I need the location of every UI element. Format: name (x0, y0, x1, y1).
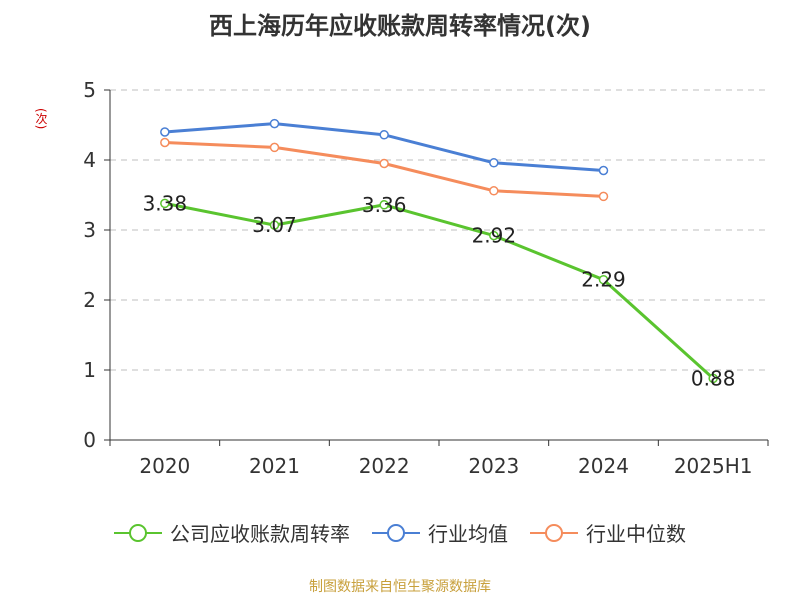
data-point (269, 118, 280, 129)
y-tick-label: 1 (83, 358, 96, 382)
legend-swatch-icon (530, 523, 578, 543)
data-point (489, 230, 499, 241)
legend-label: 公司应收账款周转率 (170, 522, 350, 546)
data-point (379, 200, 389, 210)
series-group: 3.38 3.07 3.36 2.92 2.29 0.88 (143, 118, 736, 390)
y-tick-label: 0 (83, 428, 96, 452)
data-point (598, 165, 609, 176)
data-label: 2.92 (472, 224, 517, 248)
data-label: 3.36 (362, 193, 407, 217)
y-tick-label: 3 (83, 218, 96, 242)
data-source: 制图数据来自恒生聚源数据库 (309, 579, 491, 595)
legend-item[interactable]: 公司应收账款周转率 (114, 518, 350, 547)
data-point (598, 274, 609, 285)
series-line (164, 201, 715, 380)
data-point (489, 186, 499, 196)
data-point (160, 198, 170, 209)
x-tick-label: 2023 (468, 454, 519, 478)
series-1 (160, 118, 609, 176)
chart-title: 西上海历年应收账款周转率情况(次) (209, 12, 591, 40)
legend-item[interactable]: 行业均值 (372, 518, 508, 547)
data-label: 3.38 (143, 191, 188, 215)
data-label: 3.07 (252, 213, 297, 237)
data-point (379, 130, 389, 140)
x-tick-label: 2020 (139, 454, 190, 478)
data-label: 0.88 (691, 366, 736, 390)
y-tick-label: 4 (83, 148, 96, 172)
axes: 0 1 2 3 4 5 2020 2021 2022 2023 2024 2025H1 (83, 78, 769, 478)
legend-label: 行业均值 (428, 522, 508, 546)
x-tick-label: 2021 (249, 454, 300, 478)
data-point (598, 191, 609, 202)
y-axis-label: (次) (34, 108, 48, 130)
legend-label: 行业中位数 (586, 522, 686, 546)
data-point (269, 220, 280, 230)
grid-lines (110, 89, 768, 371)
x-tick-label: 2022 (359, 454, 410, 478)
data-point (269, 142, 280, 153)
series-2 (160, 137, 609, 202)
data-point (708, 373, 718, 384)
y-tick-label: 5 (83, 78, 96, 102)
legend-item[interactable]: 行业中位数 (530, 518, 686, 547)
x-tick-label: 2025H1 (674, 454, 753, 478)
data-point (160, 127, 170, 137)
data-label: 2.29 (581, 268, 626, 292)
x-tick-label: 2024 (578, 454, 629, 478)
data-point (160, 137, 170, 148)
legend-swatch-icon (372, 523, 420, 543)
data-point (489, 158, 499, 168)
series-line (164, 141, 604, 198)
series-0: 3.38 3.07 3.36 2.92 2.29 0.88 (143, 191, 736, 390)
y-tick-label: 2 (83, 288, 96, 312)
legend: 公司应收账款周转率 行业均值 行业中位数 (0, 518, 800, 547)
legend-swatch-icon (114, 523, 162, 543)
data-point (379, 158, 389, 169)
